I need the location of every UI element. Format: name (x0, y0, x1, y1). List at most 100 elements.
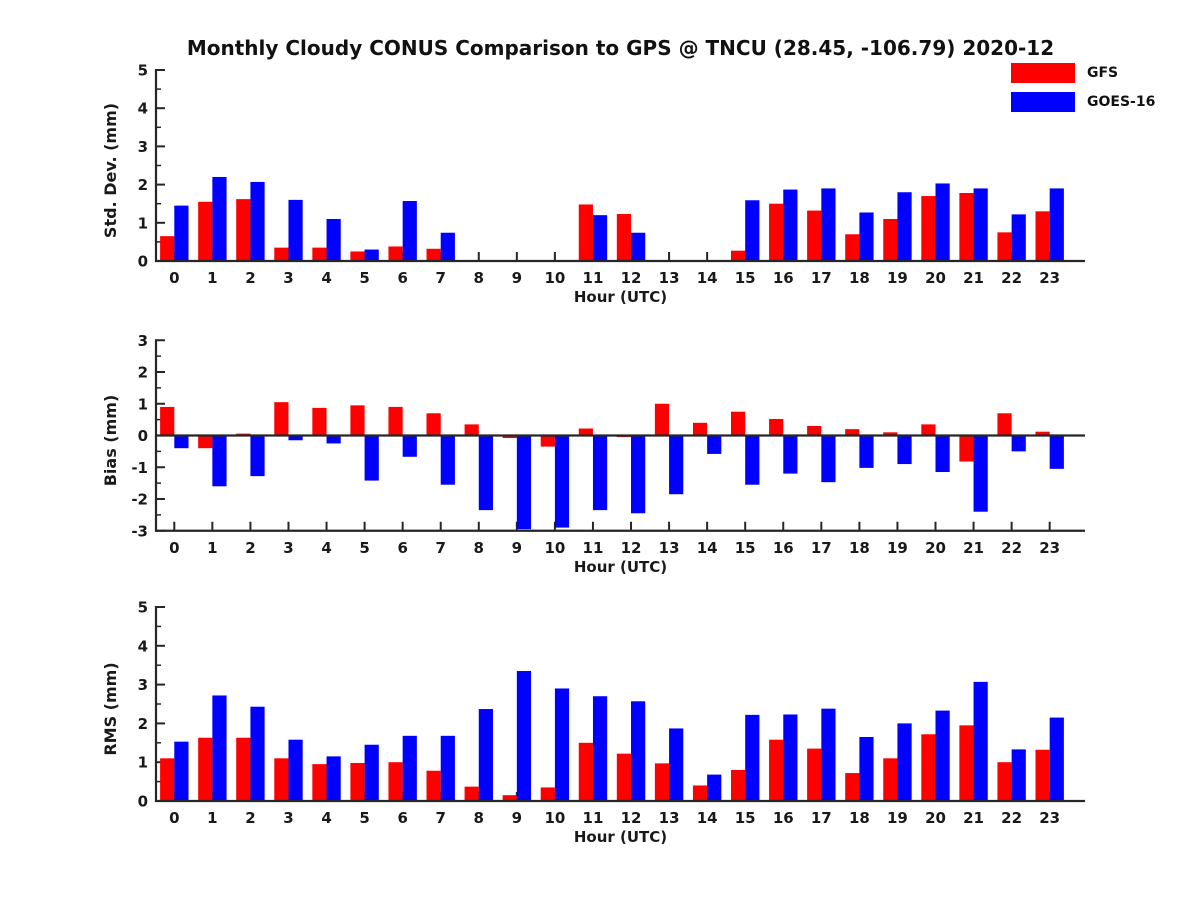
y-tick-label: 5 (138, 599, 148, 617)
bar-gfs-hour-16 (769, 418, 784, 436)
bar-goes-16-hour-23 (1049, 188, 1064, 261)
bar-goes-16-hour-7 (440, 232, 455, 261)
x-tick-label: 0 (169, 269, 179, 287)
bar-gfs-hour-15 (731, 250, 746, 261)
bar-goes-16-hour-5 (364, 744, 379, 801)
x-tick-label: 5 (359, 539, 369, 557)
bar-goes-16-hour-17 (821, 188, 836, 261)
x-tick-label: 23 (1039, 539, 1060, 557)
x-tick-label: 21 (963, 809, 984, 827)
x-tick-label: 5 (359, 269, 369, 287)
x-tick-label: 7 (436, 809, 446, 827)
bar-gfs-hour-0 (160, 406, 175, 436)
x-tick-label: 20 (925, 539, 946, 557)
bar-gfs-hour-12 (616, 753, 632, 801)
x-tick-label: 19 (887, 539, 908, 557)
bar-gfs-hour-1 (198, 435, 213, 449)
x-tick-label: 17 (811, 269, 832, 287)
x-tick-label: 9 (512, 269, 522, 287)
bar-gfs-hour-19 (883, 218, 898, 261)
x-tick-label: 1 (207, 269, 217, 287)
legend-item-goes16: GOES-16 (1011, 92, 1155, 112)
bar-gfs-hour-11 (578, 742, 593, 801)
bar-gfs-hour-7 (426, 248, 441, 261)
x-tick-label: 8 (474, 809, 484, 827)
x-tick-label: 13 (659, 809, 680, 827)
bar-goes-16-hour-1 (212, 435, 227, 487)
bar-gfs-hour-9 (502, 435, 517, 439)
x-tick-label: 7 (436, 539, 446, 557)
bar-gfs-hour-14 (692, 785, 708, 801)
bar-goes-16-hour-19 (897, 435, 912, 465)
x-tick-label: 18 (849, 539, 870, 557)
y-tick-label: 3 (138, 332, 148, 350)
legend-item-gfs: GFS (1011, 63, 1155, 83)
bar-goes-16-hour-11 (592, 435, 608, 511)
x-tick-label: 12 (621, 809, 642, 827)
y-tick-label: 1 (138, 214, 148, 232)
x-tick-label: 3 (283, 269, 293, 287)
y-tick-label: 5 (138, 62, 148, 80)
x-tick-label: 1 (207, 809, 217, 827)
legend: GFS GOES-16 (1011, 63, 1155, 121)
x-tick-label: 2 (245, 809, 255, 827)
bar-goes-16-hour-9 (516, 435, 532, 530)
y-tick-label: 2 (138, 715, 148, 733)
bar-gfs-hour-6 (388, 406, 403, 436)
x-tick-label: 11 (583, 809, 604, 827)
x-tick-label: 14 (697, 539, 718, 557)
bar-gfs-hour-9 (502, 795, 517, 801)
x-tick-label: 15 (735, 539, 756, 557)
bar-gfs-hour-23 (1035, 749, 1050, 801)
y-tick-label: 2 (138, 364, 148, 382)
bar-gfs-hour-18 (845, 429, 860, 436)
x-tick-label: 11 (583, 269, 604, 287)
bar-goes-16-hour-13 (669, 435, 684, 495)
bar-gfs-hour-22 (997, 762, 1012, 801)
bar-goes-16-hour-15 (745, 714, 760, 801)
bar-gfs-hour-21 (959, 435, 974, 462)
bar-goes-16-hour-18 (859, 435, 874, 468)
bar-gfs-hour-5 (350, 251, 365, 261)
x-tick-label: 6 (397, 269, 407, 287)
x-tick-label: 19 (887, 269, 908, 287)
bar-goes-16-hour-17 (821, 435, 836, 483)
x-tick-label: 6 (397, 539, 407, 557)
x-tick-label: 4 (321, 809, 331, 827)
bar-goes-16-hour-7 (440, 435, 455, 485)
x-tick-label: 15 (735, 809, 756, 827)
bar-goes-16-hour-16 (783, 435, 798, 474)
x-tick-label: 11 (583, 539, 604, 557)
bar-goes-16-hour-5 (364, 435, 379, 481)
bar-goes-16-hour-11 (592, 696, 608, 801)
x-tick-label: 8 (474, 269, 484, 287)
bar-gfs-hour-0 (160, 758, 175, 801)
x-tick-label: 3 (283, 809, 293, 827)
bar-goes-16-hour-8 (478, 709, 493, 801)
x-tick-label: 6 (397, 809, 407, 827)
bar-gfs-hour-18 (845, 773, 860, 801)
x-tick-label: 23 (1039, 809, 1060, 827)
bar-goes-16-hour-22 (1011, 749, 1026, 801)
bar-gfs-hour-0 (160, 236, 175, 261)
y-tick-label: 3 (138, 138, 148, 156)
x-tick-label: 10 (544, 809, 565, 827)
x-tick-label: 21 (963, 269, 984, 287)
bar-gfs-hour-5 (350, 762, 365, 801)
x-tick-label: 17 (811, 809, 832, 827)
bar-gfs-hour-3 (274, 758, 289, 801)
bar-goes-16-hour-16 (783, 714, 798, 801)
bar-goes-16-hour-20 (935, 710, 950, 801)
x-tick-label: 9 (512, 539, 522, 557)
bar-goes-16-hour-18 (859, 212, 874, 261)
bar-gfs-hour-1 (198, 201, 213, 261)
y-tick-label: 4 (138, 637, 148, 655)
x-tick-label: 16 (773, 269, 794, 287)
x-tick-label: 18 (849, 809, 870, 827)
bar-goes-16-hour-23 (1049, 717, 1064, 801)
bar-goes-16-hour-21 (973, 188, 988, 261)
y-tick-label: 2 (138, 176, 148, 194)
bar-goes-16-hour-13 (669, 728, 684, 801)
